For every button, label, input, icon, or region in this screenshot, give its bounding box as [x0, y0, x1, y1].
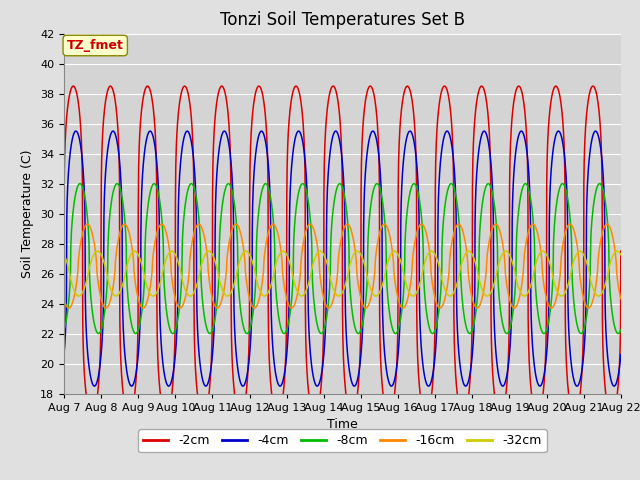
-16cm: [546, 304, 554, 310]
Text: TZ_fmet: TZ_fmet: [67, 39, 124, 52]
Line: -2cm: -2cm: [64, 86, 621, 416]
Legend: -2cm, -4cm, -8cm, -16cm, -32cm: -2cm, -4cm, -8cm, -16cm, -32cm: [138, 429, 547, 452]
X-axis label: Time: Time: [327, 418, 358, 431]
-4cm: [60, 352, 68, 358]
Line: -16cm: -16cm: [64, 224, 621, 308]
-16cm: [60, 296, 68, 301]
-2cm: [617, 248, 625, 254]
-16cm: [604, 221, 611, 227]
-8cm: [606, 288, 614, 294]
-4cm: [546, 188, 554, 193]
-32cm: [606, 261, 614, 267]
-2cm: [60, 248, 68, 254]
Line: -4cm: -4cm: [64, 131, 621, 386]
-8cm: [157, 205, 164, 211]
-8cm: [546, 310, 554, 315]
-2cm: [70, 83, 77, 89]
-4cm: [157, 333, 164, 339]
Y-axis label: Soil Temperature (C): Soil Temperature (C): [22, 149, 35, 278]
-4cm: [298, 135, 306, 141]
-16cm: [298, 251, 306, 256]
-8cm: [60, 327, 68, 333]
-16cm: [606, 225, 614, 231]
-2cm: [124, 412, 132, 418]
-2cm: [606, 412, 614, 418]
-32cm: [157, 278, 164, 284]
-16cm: [274, 230, 282, 236]
-16cm: [157, 222, 164, 228]
-32cm: [546, 262, 554, 267]
-32cm: [75, 293, 83, 299]
-32cm: [274, 255, 282, 261]
-8cm: [76, 181, 84, 187]
-16cm: [124, 225, 132, 231]
-2cm: [157, 395, 164, 400]
-32cm: [60, 252, 68, 258]
-2cm: [607, 413, 615, 419]
Title: Tonzi Soil Temperatures Set B: Tonzi Soil Temperatures Set B: [220, 11, 465, 29]
-8cm: [298, 181, 306, 187]
-4cm: [72, 128, 80, 134]
-4cm: [274, 380, 282, 385]
-32cm: [124, 260, 132, 266]
Line: -8cm: -8cm: [64, 184, 621, 334]
-2cm: [274, 413, 282, 419]
-32cm: [298, 293, 306, 299]
-2cm: [546, 106, 554, 111]
-8cm: [274, 307, 282, 312]
-4cm: [611, 383, 618, 389]
-8cm: [614, 331, 622, 336]
-16cm: [617, 296, 625, 301]
-32cm: [613, 248, 621, 254]
-16cm: [65, 305, 73, 311]
-8cm: [617, 327, 625, 333]
-2cm: [298, 106, 306, 112]
-32cm: [617, 252, 625, 258]
-4cm: [617, 352, 625, 358]
-4cm: [606, 372, 614, 378]
-4cm: [124, 374, 132, 380]
-8cm: [124, 291, 132, 297]
Line: -32cm: -32cm: [64, 251, 621, 296]
